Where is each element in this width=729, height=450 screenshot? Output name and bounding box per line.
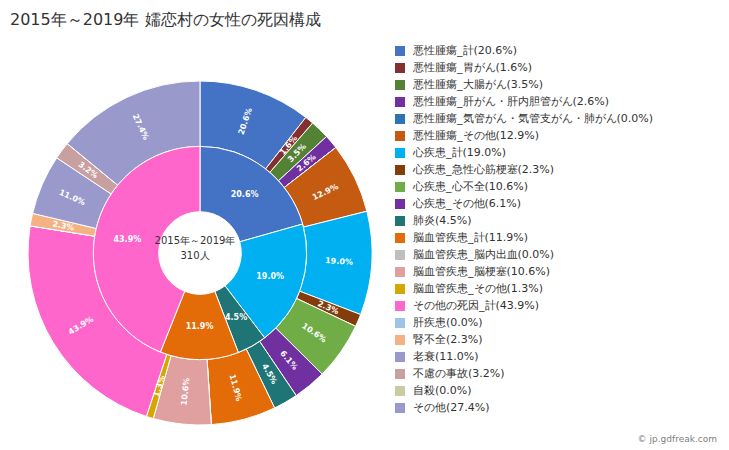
html-text:その他(27.4%): その他(27.4%) [413,401,490,414]
html-text:心疾患_その他(6.1%): 心疾患_その他(6.1%) [413,197,521,210]
svg-text:4.5%: 4.5% [260,362,279,386]
html-text:© jp.gdfreak.com: © jp.gdfreak.com [637,434,717,444]
html-text:310人: 310人 [180,250,210,261]
svg-text:19.0%: 19.0% [325,256,353,267]
html-text:脳血管疾患_計(11.9%): 脳血管疾患_計(11.9%) [413,231,528,244]
html-text:悪性腫瘍_気管がん・気管支がん・肺がん(0.0%): 悪性腫瘍_気管がん・気管支がん・肺がん(0.0%) [413,112,653,125]
svg-text:10.6%: 10.6% [180,377,192,406]
html-text:心疾患_心不全(10.6%): 心疾患_心不全(10.6%) [413,180,528,193]
svg-text:43.9%: 43.9% [113,235,141,244]
html-text:脳血管疾患_脳梗塞(10.6%): 脳血管疾患_脳梗塞(10.6%) [413,265,550,278]
svg-text:12.9%: 12.9% [311,182,340,202]
html-text:脳血管疾患_脳内出血(0.0%): 脳血管疾患_脳内出血(0.0%) [413,248,554,261]
html-text:脳血管疾患_その他(1.3%): 脳血管疾患_その他(1.3%) [413,282,543,295]
svg-text:4.5%: 4.5% [225,313,247,322]
svg-text:10.6%: 10.6% [300,321,328,344]
svg-text:2.3%: 2.3% [52,219,76,232]
svg-text:6.1%: 6.1% [278,349,299,372]
html-text:悪性腫瘍_その他(12.9%): 悪性腫瘍_その他(12.9%) [413,129,539,142]
svg-text:3.5%: 3.5% [286,141,308,165]
html-text:悪性腫瘍_計(20.6%): 悪性腫瘍_計(20.6%) [413,44,517,57]
html-text:自殺(0.0%): 自殺(0.0%) [413,384,472,397]
svg-text:19.0%: 19.0% [256,272,284,281]
svg-text:43.9%: 43.9% [67,314,95,336]
svg-text:20.6%: 20.6% [231,190,259,199]
html-text:老衰(11.0%): 老衰(11.0%) [413,350,479,363]
svg-text:2.6%: 2.6% [295,152,318,173]
svg-text:27.4%: 27.4% [131,113,151,142]
svg-text:1.6%: 1.6% [278,134,299,157]
html-text:肝疾患(0.0%): 肝疾患(0.0%) [413,316,483,329]
svg-text:1.3%: 1.3% [152,374,167,398]
html-text:その他の死因_計(43.9%): その他の死因_計(43.9%) [413,299,539,312]
html-text:心疾患_急性心筋梗塞(2.3%): 心疾患_急性心筋梗塞(2.3%) [413,163,554,176]
svg-text:11.0%: 11.0% [58,188,87,207]
html-text:肺炎(4.5%): 肺炎(4.5%) [413,214,472,227]
svg-text:11.9%: 11.9% [186,322,214,331]
svg-text:2.3%: 2.3% [316,299,340,316]
html-text:悪性腫瘍_肝がん・肝内胆管がん(2.6%): 悪性腫瘍_肝がん・肝内胆管がん(2.6%) [413,95,609,108]
html-text:腎不全(2.3%): 腎不全(2.3%) [413,333,483,346]
html-text:2015年～2019年: 2015年～2019年 [154,235,236,246]
svg-text:3.2%: 3.2% [76,160,99,180]
svg-text:20.6%: 20.6% [237,107,255,136]
html-text:不慮の事故(3.2%): 不慮の事故(3.2%) [413,367,505,380]
html-text:悪性腫瘍_大腸がん(3.5%): 悪性腫瘍_大腸がん(3.5%) [413,78,543,91]
svg-text:11.9%: 11.9% [228,373,244,402]
html-text:悪性腫瘍_胃がん(1.6%): 悪性腫瘍_胃がん(1.6%) [413,61,532,74]
html-text:2015年～2019年 嬬恋村の女性の死因構成: 2015年～2019年 嬬恋村の女性の死因構成 [10,10,321,29]
html-text:心疾患_計(19.0%): 心疾患_計(19.0%) [413,146,506,159]
